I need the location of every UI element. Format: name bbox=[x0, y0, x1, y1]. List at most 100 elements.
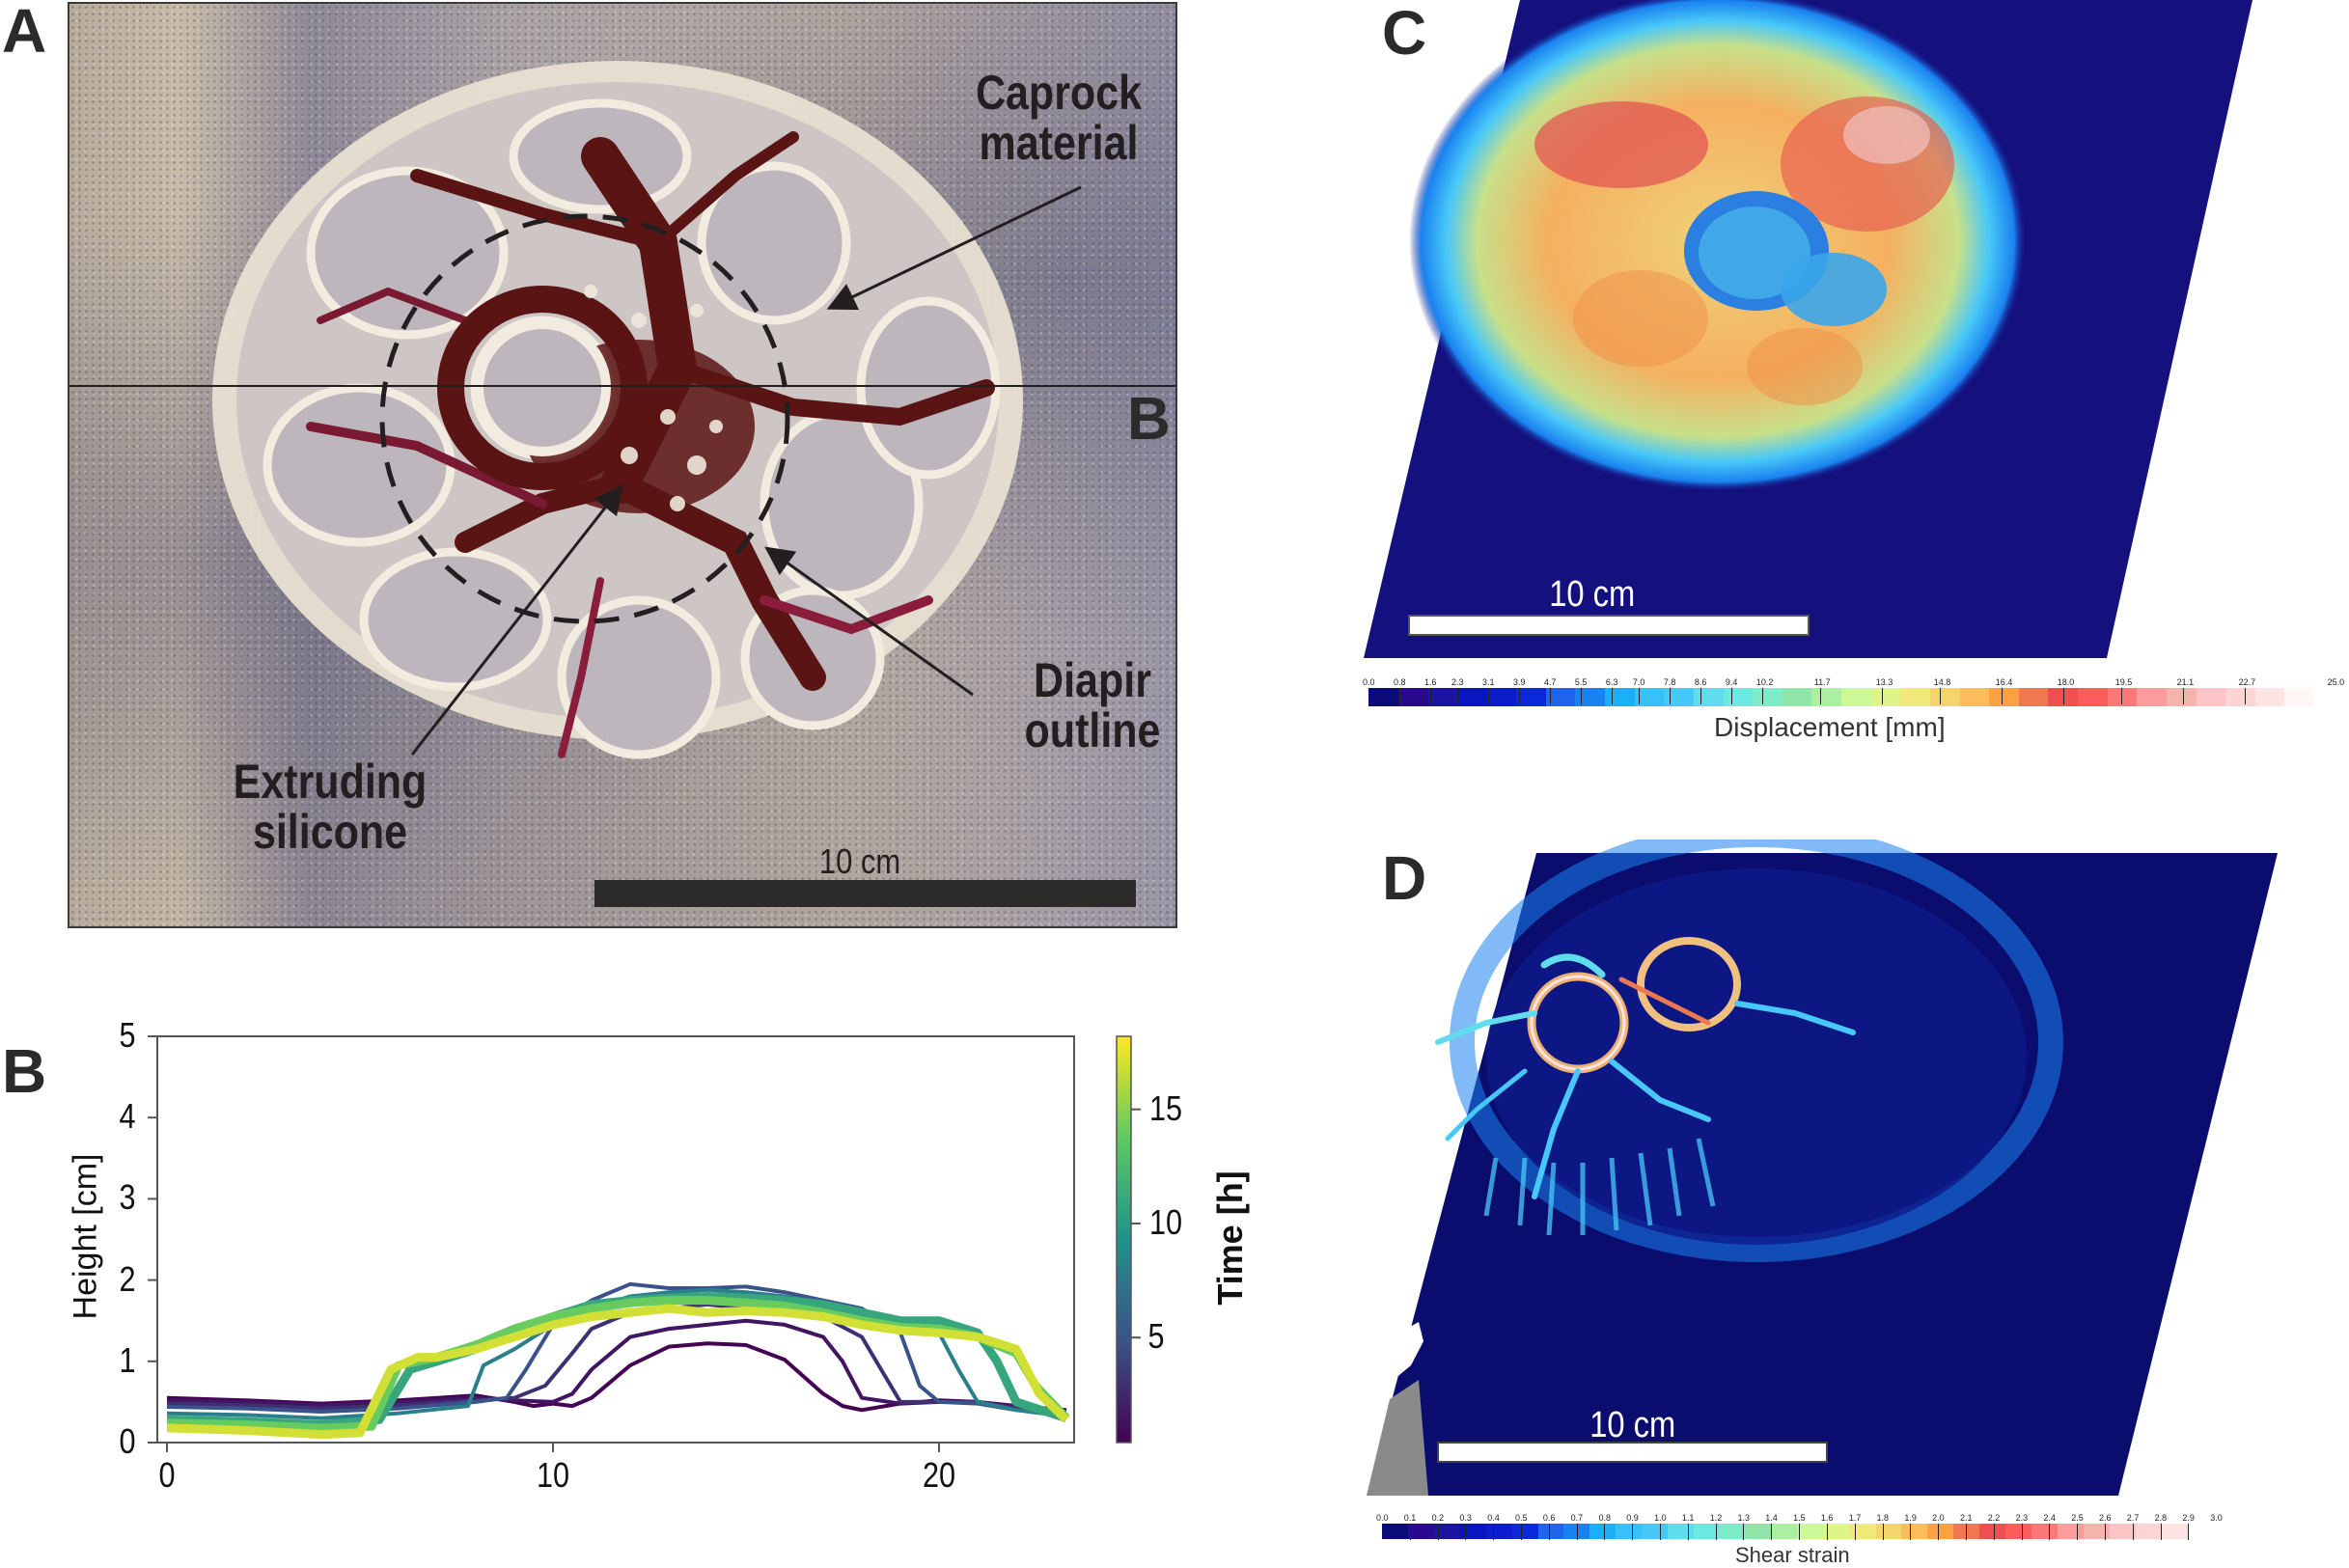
diapir-outline-arrow bbox=[764, 546, 974, 697]
colorbar-tick-mark bbox=[2120, 688, 2122, 704]
colorbar-segment bbox=[2284, 688, 2314, 706]
colorbar-segment bbox=[1664, 688, 1694, 706]
colorbar-segment bbox=[1368, 688, 1398, 706]
colorbar-segment bbox=[1719, 1524, 1746, 1539]
colorbar-segment bbox=[1849, 1524, 1876, 1539]
colorbar-tick-mark bbox=[1429, 688, 1431, 704]
diapir-model-illustration bbox=[69, 61, 1175, 759]
colorbar-tick-mark bbox=[1465, 1524, 1467, 1540]
colorbar-segment bbox=[1811, 688, 1841, 706]
panel-label-a: A bbox=[2, 0, 47, 66]
colorbar-segment bbox=[1959, 688, 1990, 706]
colorbar-segment bbox=[2005, 1524, 2032, 1539]
colorbar-segment bbox=[1397, 688, 1428, 706]
colorbar-tick-mark bbox=[1700, 688, 1701, 704]
colorbar-tick-label: 9.4 bbox=[1725, 677, 1738, 687]
colorbar-segment bbox=[2137, 688, 2167, 706]
colorbar-tick-mark bbox=[1437, 1524, 1439, 1540]
colorbar-segment bbox=[1875, 1524, 1902, 1539]
colorbar-tick-mark bbox=[1938, 1524, 1940, 1540]
colorbar-tick-mark bbox=[2062, 688, 2064, 704]
colorbar-segment bbox=[1589, 1524, 1617, 1539]
colorbar-tick-mark bbox=[2077, 1524, 2079, 1540]
colorbar-tick-label: 0.9 bbox=[1626, 1513, 1639, 1523]
colorbar-segment bbox=[1545, 688, 1576, 706]
colorbar-tick-label: 13.3 bbox=[1875, 677, 1893, 687]
colorbar-tick-mark bbox=[2182, 688, 2184, 704]
colorbar-tick-label: 2.5 bbox=[2071, 1513, 2084, 1523]
colorbar-tick-mark bbox=[2001, 688, 2003, 704]
colorbar-tick-label: 1.6 bbox=[1820, 1513, 1834, 1523]
colorbar-segment bbox=[1989, 688, 2019, 706]
colorbar-tick-label: 3.9 bbox=[1512, 677, 1526, 687]
colorbar-tick-mark bbox=[1743, 1524, 1745, 1540]
colorbar-tick-label: 0.0 bbox=[1363, 677, 1375, 687]
colorbar-tick-mark bbox=[1819, 688, 1821, 704]
colorbar-title: Time [h] bbox=[1210, 1170, 1250, 1306]
shear-strain-map bbox=[1367, 839, 2278, 1496]
colorbar-tick-label: 21.1 bbox=[2176, 677, 2195, 687]
colorbar-tick-label: 22.7 bbox=[2238, 677, 2256, 687]
colorbar-segment bbox=[1427, 688, 1457, 706]
colorbar-tick-mark bbox=[2021, 1524, 2023, 1540]
colorbar-tick-mark bbox=[1638, 688, 1640, 704]
colorbar-tick-label: 2.0 bbox=[1932, 1513, 1945, 1523]
colorbar-segment bbox=[2048, 688, 2078, 706]
y-tick-label: 2 bbox=[119, 1258, 136, 1299]
scale-bar-a bbox=[594, 880, 1136, 907]
diapir-outline-dashed bbox=[379, 213, 790, 624]
y-tick-label: 0 bbox=[119, 1421, 136, 1461]
colorbar-segment bbox=[1485, 1524, 1512, 1539]
colorbar-segment bbox=[1605, 688, 1635, 706]
panel-a-photograph: B Caprock material Extruding silicone Di… bbox=[68, 2, 1177, 928]
colorbar-segment bbox=[2135, 1524, 2162, 1539]
scale-bar-label-a: 10 cm bbox=[818, 841, 901, 881]
colorbar-segment bbox=[2166, 688, 2197, 706]
colorbar-tick-label: 7.0 bbox=[1632, 677, 1645, 687]
colorbar-tick-label: 7.8 bbox=[1663, 677, 1676, 687]
x-tick-label: 10 bbox=[537, 1455, 570, 1495]
colorbar-segment bbox=[1537, 1524, 1564, 1539]
y-tick-label: 4 bbox=[119, 1096, 136, 1137]
displacement-map bbox=[1364, 0, 2252, 658]
colorbar-tick-mark bbox=[1611, 688, 1613, 704]
colorbar-tick-mark bbox=[1669, 688, 1671, 704]
colorbar-tick-label: 0.3 bbox=[1459, 1513, 1472, 1523]
colorbar-tick-mark bbox=[2244, 688, 2246, 704]
colorbar-tick-label: 19.5 bbox=[2114, 677, 2133, 687]
colorbar-tick-label: 3.0 bbox=[2210, 1513, 2223, 1523]
colorbar-tick-mark bbox=[2188, 1524, 2190, 1540]
colorbar-tick-mark bbox=[1761, 688, 1763, 704]
caprock-material-label: Caprock material bbox=[975, 66, 1143, 170]
colorbar-tick-mark bbox=[1882, 1524, 1884, 1540]
colorbar-segment bbox=[2196, 688, 2226, 706]
colorbar-tick-label: 1.3 bbox=[1737, 1513, 1750, 1523]
extruding-silicone-arrow bbox=[410, 484, 623, 756]
colorbar-tick-mark bbox=[1660, 1524, 1662, 1540]
colorbar-tick-mark bbox=[1854, 1524, 1856, 1540]
colorbar-tick-label: 1.2 bbox=[1709, 1513, 1723, 1523]
time-colorbar bbox=[1116, 1035, 1132, 1444]
colorbar-tick-label: 4.7 bbox=[1543, 677, 1557, 687]
colorbar-tick-mark bbox=[1939, 688, 1941, 704]
section-line-label: B bbox=[1127, 386, 1171, 453]
colorbar-tick-label: 2.3 bbox=[1451, 677, 1464, 687]
colorbar-segment bbox=[1901, 1524, 1928, 1539]
colorbar-tick-mark bbox=[1715, 1524, 1717, 1540]
colorbar-segment bbox=[1616, 1524, 1643, 1539]
colorbar-tick-label: 15 bbox=[1149, 1087, 1183, 1128]
colorbar-tick-label: 2.9 bbox=[2182, 1513, 2195, 1523]
colorbar-tick-label: 16.4 bbox=[1995, 677, 2013, 687]
colorbar-segment bbox=[1511, 1524, 1538, 1539]
colorbar-tick-label: 1.7 bbox=[1848, 1513, 1862, 1523]
extruding-silicone-label: Extruding silicone bbox=[233, 755, 428, 859]
colorbar-segment bbox=[2107, 688, 2138, 706]
colorbar-segment bbox=[1382, 1524, 1408, 1539]
colorbar-tick-label: 18.0 bbox=[2057, 677, 2075, 687]
colorbar-tick-label: 0.8 bbox=[1393, 677, 1406, 687]
colorbar-tick-label: 0.6 bbox=[1542, 1513, 1556, 1523]
colorbar-tick-mark bbox=[1799, 1524, 1801, 1540]
colorbar-segment bbox=[1459, 1524, 1486, 1539]
colorbar-segment bbox=[2078, 688, 2108, 706]
colorbar-tick-label: 1.8 bbox=[1876, 1513, 1890, 1523]
